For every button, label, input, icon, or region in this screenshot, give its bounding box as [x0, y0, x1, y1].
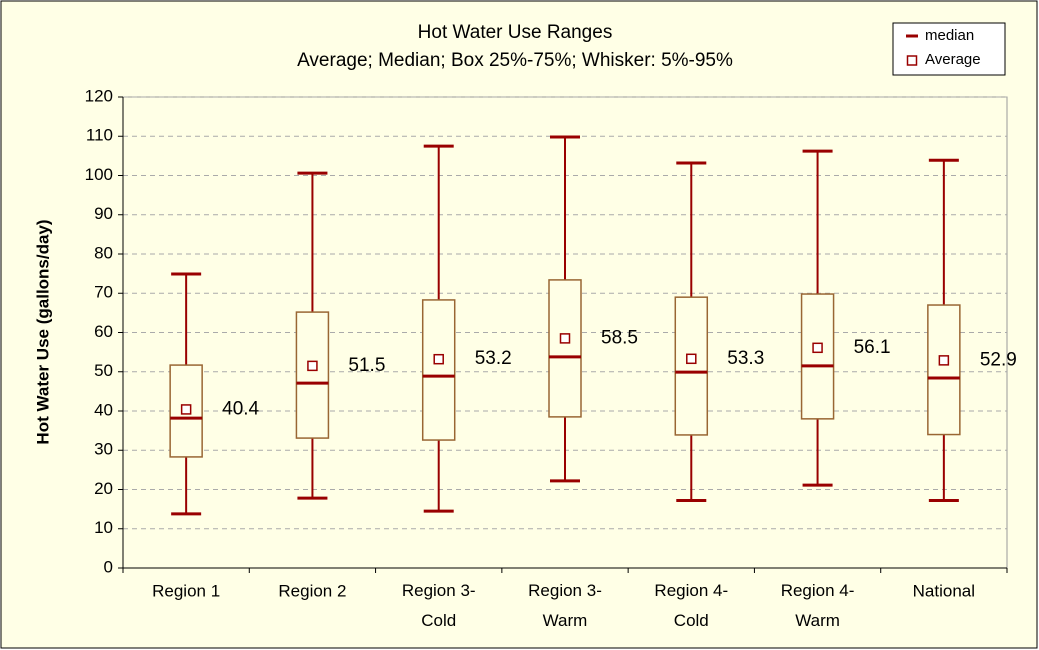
y-tick-label: 0	[104, 557, 113, 576]
data-label: 53.2	[475, 348, 512, 369]
x-tick-label: Region 3-Cold	[402, 581, 476, 630]
data-label: 40.4	[222, 398, 259, 419]
data-label: 52.9	[980, 349, 1017, 370]
box	[800, 293, 835, 420]
data-label: 58.5	[601, 327, 638, 348]
x-tick-label: Region 1	[152, 581, 220, 600]
average-marker	[686, 353, 697, 365]
y-tick-label: 30	[94, 440, 113, 459]
chart-subtitle: Average; Median; Box 25%-75%; Whisker: 5…	[297, 50, 733, 71]
data-label: 51.5	[348, 355, 385, 376]
average-marker	[433, 353, 444, 365]
average-marker	[938, 355, 950, 366]
box	[548, 279, 582, 418]
x-tick-label: Region 4-Cold	[654, 581, 728, 630]
legend-swatch	[906, 55, 918, 66]
y-tick-label: 10	[94, 518, 113, 537]
legend-label: median	[925, 27, 974, 44]
y-tick-label: 80	[94, 243, 113, 262]
x-tick-label: Region 2	[278, 581, 346, 600]
y-tick-label: 90	[94, 204, 113, 223]
x-tick-label: Region 4-Warm	[781, 581, 855, 630]
y-tick-label: 60	[94, 322, 113, 341]
legend-label: Average	[925, 51, 981, 68]
y-tick-label: 20	[94, 479, 113, 498]
x-tick-label: National	[913, 581, 975, 600]
box	[927, 304, 961, 436]
y-tick-label: 50	[94, 361, 113, 380]
box	[421, 299, 456, 441]
y-tick-label: 70	[94, 283, 113, 302]
data-label: 56.1	[854, 337, 891, 358]
average-marker	[812, 342, 823, 354]
average-marker	[180, 404, 192, 415]
y-tick-label: 40	[94, 400, 113, 419]
legend-box	[892, 22, 1006, 76]
average-marker	[307, 360, 318, 372]
y-tick-label: 100	[85, 165, 113, 184]
y-axis-label: Hot Water Use (gallons/day)	[33, 219, 52, 444]
y-tick-label: 110	[86, 126, 113, 145]
box	[674, 296, 709, 436]
box	[295, 311, 330, 439]
data-label: 53.3	[727, 348, 764, 369]
average-marker	[559, 333, 571, 344]
chart-title: Hot Water Use Ranges	[418, 22, 613, 43]
y-tick-label: 120	[85, 86, 113, 105]
x-tick-label: Region 3-Warm	[528, 581, 602, 630]
